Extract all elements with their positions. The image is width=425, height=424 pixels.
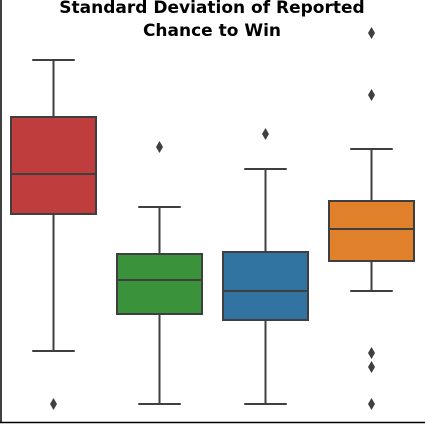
outlier <box>368 347 375 359</box>
outlier <box>50 398 57 410</box>
outlier <box>368 27 375 39</box>
chart-title: Standard Deviation of Reported <box>59 0 364 18</box>
outlier <box>368 398 375 410</box>
box <box>222 251 309 321</box>
box <box>328 200 415 262</box>
chart-title: Chance to Win <box>143 21 281 41</box>
outlier <box>156 141 163 153</box>
box <box>116 253 203 315</box>
box <box>10 116 97 215</box>
outlier <box>368 361 375 373</box>
outlier <box>262 128 269 140</box>
outlier <box>368 89 375 101</box>
